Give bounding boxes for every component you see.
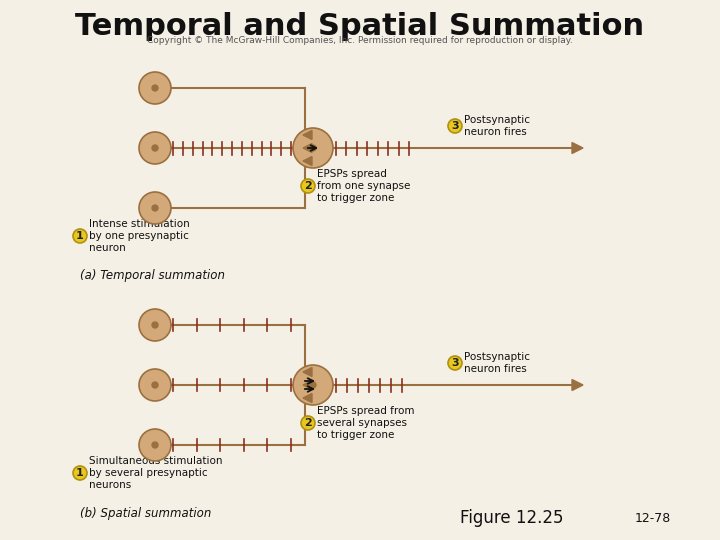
- Circle shape: [139, 132, 171, 164]
- Text: 2: 2: [304, 418, 312, 428]
- Text: (b) Spatial summation: (b) Spatial summation: [80, 507, 212, 519]
- Circle shape: [152, 382, 158, 388]
- Text: Postsynaptic
neuron fires: Postsynaptic neuron fires: [464, 115, 530, 137]
- Circle shape: [139, 369, 171, 401]
- Circle shape: [448, 119, 462, 133]
- Circle shape: [73, 229, 87, 243]
- Circle shape: [152, 85, 158, 91]
- Circle shape: [310, 382, 316, 388]
- Circle shape: [152, 205, 158, 211]
- Text: Intense stimulation
by one presynaptic
neuron: Intense stimulation by one presynaptic n…: [89, 219, 190, 253]
- Circle shape: [139, 429, 171, 461]
- Circle shape: [310, 145, 316, 151]
- Circle shape: [448, 356, 462, 370]
- Circle shape: [139, 192, 171, 224]
- Text: Simultaneous stimulation
by several presynaptic
neurons: Simultaneous stimulation by several pres…: [89, 456, 222, 490]
- Circle shape: [152, 322, 158, 328]
- Circle shape: [301, 416, 315, 430]
- Circle shape: [152, 145, 158, 151]
- Circle shape: [73, 466, 87, 480]
- Text: Figure 12.25: Figure 12.25: [460, 509, 564, 527]
- Text: Temporal and Spatial Summation: Temporal and Spatial Summation: [76, 12, 644, 41]
- Text: Copyright © The McGraw-Hill Companies, Inc. Permission required for reproduction: Copyright © The McGraw-Hill Companies, I…: [147, 36, 573, 45]
- Circle shape: [139, 309, 171, 341]
- Text: 3: 3: [451, 358, 459, 368]
- Text: EPSPs spread from
several synapses
to trigger zone: EPSPs spread from several synapses to tr…: [317, 407, 415, 440]
- Circle shape: [152, 442, 158, 448]
- Polygon shape: [303, 144, 312, 152]
- Polygon shape: [303, 368, 312, 376]
- Circle shape: [293, 365, 333, 405]
- Circle shape: [139, 72, 171, 104]
- Circle shape: [301, 179, 315, 193]
- Text: 3: 3: [451, 121, 459, 131]
- Text: 1: 1: [76, 231, 84, 241]
- Polygon shape: [572, 380, 583, 390]
- Polygon shape: [572, 143, 583, 153]
- Text: EPSPs spread
from one synapse
to trigger zone: EPSPs spread from one synapse to trigger…: [317, 170, 410, 202]
- Polygon shape: [303, 381, 312, 389]
- Polygon shape: [303, 157, 312, 165]
- Polygon shape: [303, 131, 312, 139]
- Text: 2: 2: [304, 181, 312, 191]
- Text: Postsynaptic
neuron fires: Postsynaptic neuron fires: [464, 352, 530, 374]
- Text: 12-78: 12-78: [635, 511, 671, 524]
- Text: 1: 1: [76, 468, 84, 478]
- Text: (a) Temporal summation: (a) Temporal summation: [80, 269, 225, 282]
- Circle shape: [293, 128, 333, 168]
- Polygon shape: [303, 394, 312, 402]
